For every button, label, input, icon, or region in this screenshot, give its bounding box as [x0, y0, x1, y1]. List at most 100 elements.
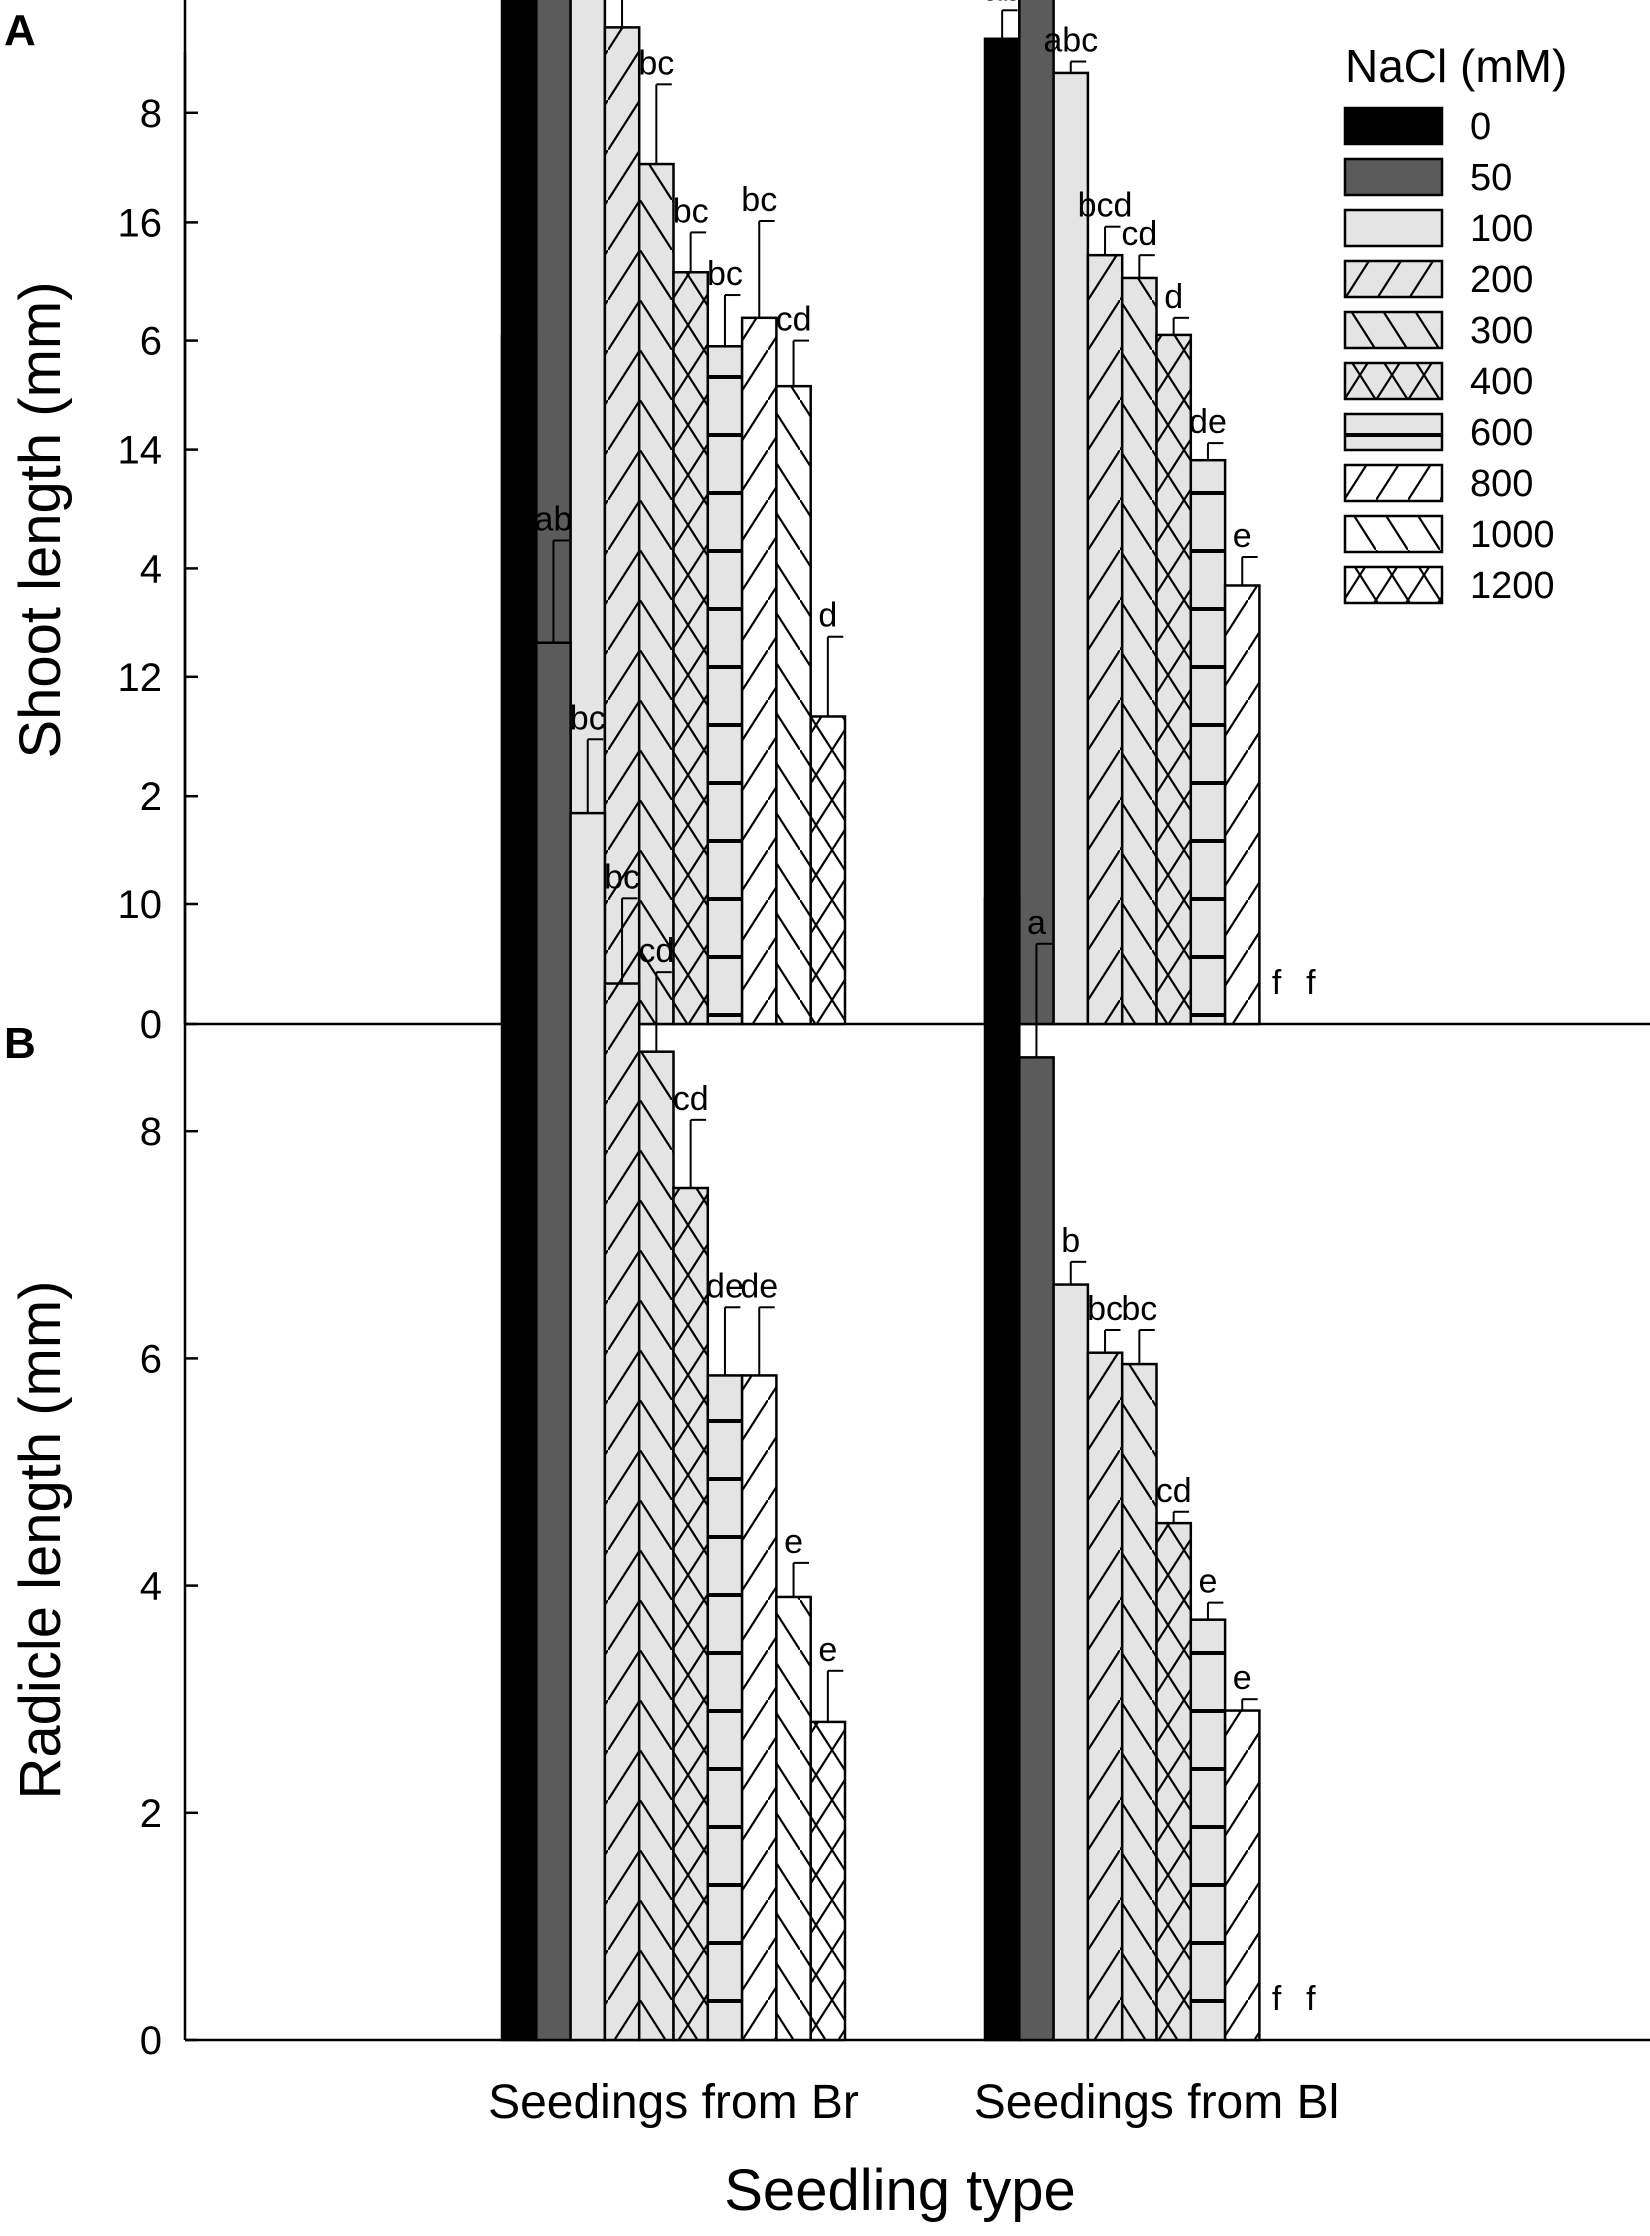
significance-label: b	[1061, 1222, 1080, 1260]
bar	[706, 345, 744, 1026]
bar	[1018, 1056, 1055, 2042]
legend-label: 300	[1470, 310, 1533, 352]
significance-label: bc	[707, 255, 743, 293]
significance-label: de	[740, 1267, 778, 1305]
bar	[983, 897, 1021, 2042]
y-axis-title: Radicle length (mm)	[8, 1281, 73, 1800]
y-tick-label: 6	[140, 1337, 162, 1381]
legend: NaCl (mM) 0 50 100 200 300 400 600 800 1000 1200	[1343, 40, 1567, 607]
significance-label: cd	[776, 301, 812, 339]
legend-swatch	[1343, 310, 1444, 350]
bar	[637, 162, 675, 1026]
bar	[603, 982, 641, 2042]
legend-label: 1200	[1470, 565, 1555, 607]
significance-label: e	[1233, 1659, 1252, 1697]
significance-label: e	[818, 1631, 837, 1669]
significance-label: a	[1027, 904, 1046, 942]
bar	[740, 316, 778, 1026]
legend-swatch	[1343, 208, 1444, 248]
y-tick-label: 10	[118, 883, 163, 927]
significance-label: de	[706, 1267, 744, 1305]
bar	[1120, 276, 1158, 1026]
y-tick-label: 4	[140, 547, 162, 591]
y-tick-label: 4	[140, 1565, 162, 1609]
bar	[1189, 458, 1227, 1026]
significance-label: a	[993, 784, 1012, 822]
y-tick-label: 8	[140, 92, 162, 136]
bar	[775, 1595, 812, 2042]
bar	[1223, 1709, 1261, 2042]
bar	[1189, 1618, 1227, 2042]
category-label: Seedings from Bl	[974, 2076, 1340, 2129]
bar	[1155, 333, 1193, 1026]
y-tick-label: 6	[140, 320, 162, 364]
legend-title: NaCl (mM)	[1345, 40, 1567, 92]
significance-label: e	[1198, 1563, 1217, 1601]
significance-label: bc	[741, 181, 777, 219]
significance-label: de	[1189, 403, 1227, 441]
significance-label: bc	[638, 44, 674, 82]
legend-label: 50	[1470, 157, 1512, 199]
legend-swatch	[1343, 514, 1444, 554]
significance-label: ab	[983, 0, 1021, 8]
y-tick-label: 2	[140, 1792, 162, 1836]
bar	[1018, 0, 1055, 1026]
significance-label: cd	[1121, 215, 1157, 253]
y-tick-label: 8	[140, 1110, 162, 1154]
legend-swatch	[1343, 259, 1444, 299]
legend-swatch	[1343, 361, 1444, 401]
significance-label: bc	[1087, 1290, 1123, 1328]
bar	[1052, 1283, 1090, 2042]
legend-label: 600	[1470, 412, 1533, 454]
category-label: Seedings from Br	[488, 2076, 859, 2129]
bar	[637, 1050, 675, 2042]
panel-label: B	[4, 1019, 36, 1068]
significance-label: e	[1233, 517, 1252, 555]
legend-label: 100	[1470, 208, 1533, 250]
significance-label: f	[1272, 964, 1282, 1002]
significance-label: f	[1306, 964, 1316, 1002]
legend-label: 0	[1470, 106, 1491, 148]
bar	[1155, 1521, 1193, 2042]
significance-label: f	[1272, 1980, 1282, 2018]
chart-panels: A0246810121416Shoot length (mm)aaaabbcbc…	[4, 0, 1650, 2129]
significance-label: e	[784, 1523, 803, 1561]
significance-label: d	[818, 597, 837, 635]
y-tick-label: 0	[140, 2019, 162, 2063]
legend-swatch	[1343, 565, 1444, 605]
legend-label: 200	[1470, 259, 1533, 301]
bar	[706, 1374, 744, 2042]
significance-label: bc	[604, 858, 640, 896]
significance-label: cd	[673, 1080, 709, 1118]
y-tick-label: 0	[140, 1003, 162, 1047]
y-tick-label: 2	[140, 775, 162, 819]
bar	[1086, 253, 1124, 1026]
significance-label: d	[1164, 278, 1183, 316]
bar	[775, 384, 812, 1026]
bar	[1223, 584, 1261, 1026]
legend-label: 400	[1470, 361, 1533, 403]
significance-label: bc	[673, 192, 709, 230]
bar	[1086, 1351, 1124, 2042]
legend-swatch	[1343, 412, 1444, 452]
bar	[809, 1720, 847, 2042]
legend-label: 800	[1470, 463, 1533, 505]
x-axis-title: Seedling type	[724, 2158, 1075, 2223]
bar	[809, 715, 847, 1026]
significance-label: cd	[638, 932, 674, 970]
significance-label: bc	[1121, 1290, 1157, 1328]
panel-label: A	[4, 6, 36, 55]
y-tick-label: 14	[118, 429, 163, 473]
bar	[672, 1186, 710, 2042]
significance-label: ab	[535, 500, 573, 538]
significance-label: a	[510, 143, 529, 181]
y-axis-title: Shoot length (mm)	[8, 281, 73, 758]
significance-label: bc	[570, 699, 606, 737]
bar	[500, 334, 538, 2042]
legend-swatch	[1343, 157, 1444, 197]
legend-swatch	[1343, 463, 1444, 503]
legend-label: 1000	[1470, 514, 1555, 556]
y-tick-label: 12	[118, 656, 163, 700]
